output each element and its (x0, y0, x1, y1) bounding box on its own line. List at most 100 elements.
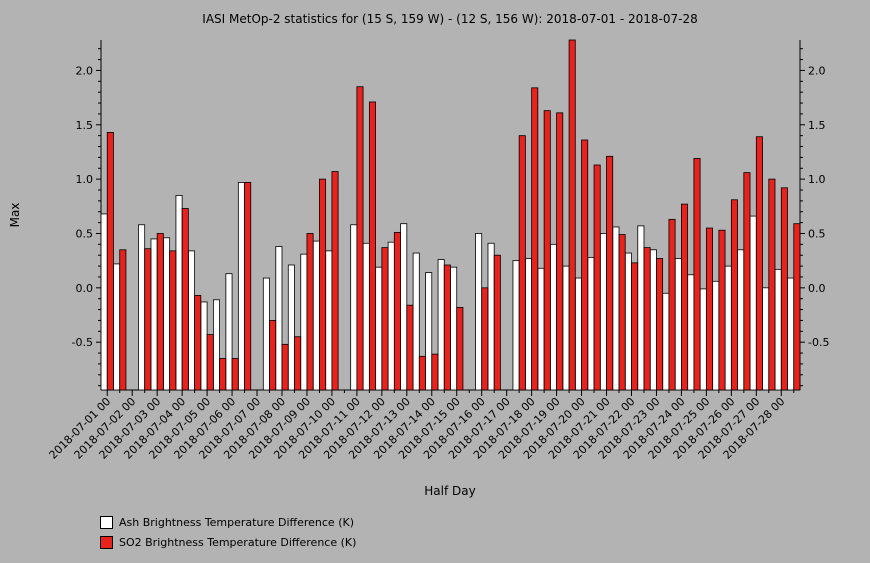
bar-ash (749, 215, 757, 391)
bar-ash (100, 213, 108, 391)
bar-so2 (531, 87, 539, 391)
bar-ash (512, 260, 520, 391)
bar-so2 (431, 353, 439, 391)
bar-ash (525, 258, 533, 391)
bar-ash (687, 274, 695, 391)
bar-so2 (780, 187, 788, 391)
bar-ash (362, 242, 370, 391)
bar-so2 (581, 139, 589, 391)
legend: Ash Brightness Temperature Difference (K… (100, 512, 356, 552)
legend-item-so2: SO2 Brightness Temperature Difference (K… (100, 532, 356, 552)
bar-so2 (693, 158, 701, 391)
bar-so2 (368, 101, 376, 391)
bar-so2 (206, 334, 214, 391)
bar-ash (350, 224, 358, 391)
bar-ash (200, 301, 208, 391)
bar-so2 (231, 358, 239, 391)
bar-ash (163, 237, 171, 391)
bar-so2 (443, 264, 451, 391)
bar-ash (724, 265, 732, 391)
bar-so2 (493, 254, 501, 391)
y-tick-label-right: 0.0 (808, 282, 826, 295)
bar-ash (562, 265, 570, 391)
y-axis-label: Max (8, 203, 22, 228)
bar-ash (549, 243, 557, 391)
bar-ash (150, 238, 158, 391)
y-tick-label-right: 1.0 (808, 173, 826, 186)
bar-so2 (718, 229, 726, 391)
bar-ash (737, 249, 745, 391)
bar-ash (774, 268, 782, 391)
bar-so2 (194, 295, 202, 391)
bar-so2 (418, 355, 426, 391)
bar-so2 (705, 227, 713, 391)
bar-ash (175, 195, 183, 391)
bar-ash (412, 252, 420, 391)
y-tick-label-left: 0.5 (76, 227, 94, 240)
legend-label-so2: SO2 Brightness Temperature Difference (K… (119, 535, 357, 549)
bar-ash (300, 253, 308, 391)
bar-so2 (244, 181, 252, 391)
bar-so2 (543, 110, 551, 391)
bar-ash (699, 288, 707, 391)
legend-swatch-so2 (100, 535, 113, 549)
legend-swatch-ash (100, 515, 113, 529)
y-tick-label-right: 0.5 (808, 227, 826, 240)
legend-item-ash: Ash Brightness Temperature Difference (K… (100, 512, 356, 532)
bar-so2 (156, 233, 164, 391)
bar-ash (188, 250, 196, 391)
bar-so2 (593, 164, 601, 391)
bar-ash (225, 273, 233, 391)
bar-so2 (119, 249, 127, 391)
chart-title: IASI MetOp-2 statistics for (15 S, 159 W… (202, 12, 697, 26)
bar-ash (712, 280, 720, 391)
bar-so2 (456, 306, 464, 391)
bar-ash (287, 264, 295, 391)
bar-so2 (294, 336, 302, 391)
bar-ash (475, 233, 483, 391)
bar-ash (612, 226, 620, 391)
bar-so2 (169, 250, 177, 391)
bar-ash (212, 299, 220, 391)
bar-so2 (306, 233, 314, 391)
bar-ash (375, 266, 383, 391)
bar-ash (537, 267, 545, 391)
bar-ash (387, 241, 395, 391)
bar-ash (262, 277, 270, 391)
bar-so2 (281, 343, 289, 391)
bar-so2 (730, 199, 738, 391)
bar-so2 (219, 358, 227, 391)
bar-so2 (393, 231, 401, 391)
bar-ash (275, 246, 283, 391)
bar-ash (574, 277, 582, 391)
bar-so2 (606, 155, 614, 391)
x-axis-label: Half Day (424, 484, 475, 498)
bar-ash (637, 225, 645, 391)
plot-area: -0.5 -0.50.0 0.00.5 0.51.0 1.01.5 1.52.0 2.020… (47, 39, 829, 462)
bar-ash (787, 277, 795, 391)
bar-so2 (106, 131, 114, 391)
bar-ash (649, 249, 657, 391)
bar-ash (325, 250, 333, 391)
bar-ash (762, 287, 770, 391)
bar-so2 (618, 234, 626, 391)
y-tick-label-left: 0.0 (76, 282, 94, 295)
bar-so2 (381, 247, 389, 391)
y-tick-label-right: -0.5 (808, 336, 829, 349)
bar-ash (662, 292, 670, 391)
legend-label-ash: Ash Brightness Temperature Difference (K… (119, 515, 354, 529)
y-tick-label-right: 2.0 (808, 64, 826, 77)
bar-so2 (631, 262, 639, 391)
bar-so2 (181, 208, 189, 391)
bar-ash (113, 263, 121, 391)
y-tick-label-left: -0.5 (72, 336, 93, 349)
bar-so2 (656, 258, 664, 391)
bar-ash (587, 256, 595, 391)
bar-ash (312, 240, 320, 391)
bar-so2 (406, 304, 414, 391)
bar-so2 (269, 320, 277, 391)
bar-ash (400, 223, 408, 391)
bar-ash (487, 242, 495, 391)
bar-ash (437, 259, 445, 391)
bar-so2 (331, 171, 339, 391)
